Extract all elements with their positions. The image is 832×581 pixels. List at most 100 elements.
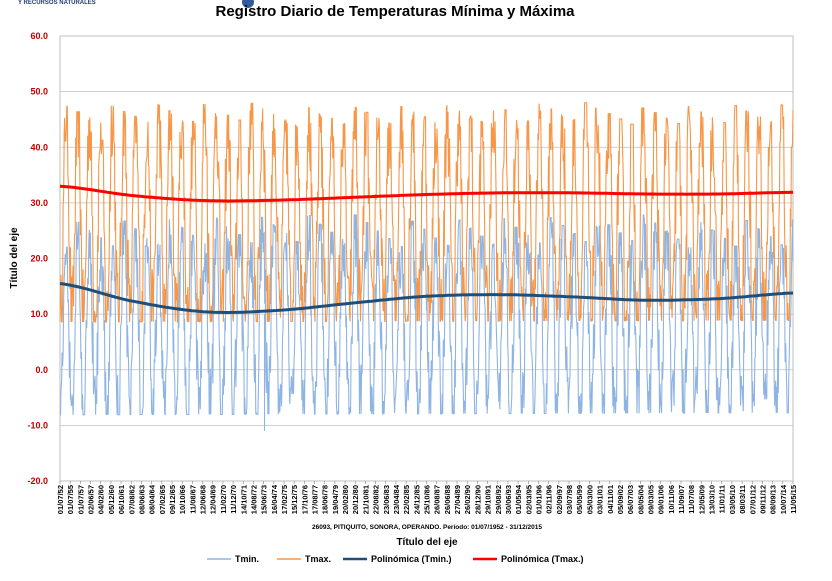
chart-title: Registro Diario de Temperaturas Mínima y…	[216, 3, 576, 20]
x-tick-label: 22/02/85	[402, 485, 411, 514]
x-tick-label: 02/11/96	[545, 485, 554, 514]
chart-subtitle: 26093, PITIQUITO, SONORA, OPERANDO. Perí…	[312, 524, 542, 531]
x-tick-label: 17/10/76	[300, 485, 309, 514]
x-axis-ticks: 01/07/52 01/07/55 01/07/57 02/06/57 04/02/60…	[56, 481, 798, 514]
y-tick-label: 30.0	[30, 198, 48, 208]
x-tick-label: 05/12/60	[107, 485, 116, 514]
legend-label: Polinómica (Tmax.)	[501, 554, 584, 564]
y-tick-label: 20.0	[30, 254, 48, 264]
x-tick-label: 01/07/57	[76, 485, 85, 514]
y-tick-label: -10.0	[27, 420, 48, 430]
series-tmin	[59, 214, 794, 431]
y-tick-label: 0.0	[35, 365, 48, 375]
x-tick-label: 10/10/66	[178, 485, 187, 514]
x-axis-title: Título del eje	[396, 537, 458, 548]
y-axis-title: Título del eje	[9, 227, 20, 289]
x-tick-label: 08/04/64	[148, 484, 157, 514]
x-tick-label: 15/12/75	[290, 485, 299, 514]
y-axis-ticks: 60.0 50.0 40.0 30.0 20.0 10.0 0.0 -10.0 -20.0	[27, 31, 48, 486]
legend-label: Tmin.	[235, 554, 259, 564]
x-tick-label: 06/07/03	[626, 485, 635, 514]
emblem-icon	[242, 0, 254, 8]
x-tick-label: 21/10/81	[361, 485, 370, 514]
y-tick-label: 40.0	[30, 142, 48, 152]
x-tick-label: 05/05/99	[575, 485, 584, 514]
x-tick-label: 02/03/95	[524, 485, 533, 514]
x-tick-label: 03/01/01	[596, 485, 605, 514]
x-tick-label: 03/07/98	[565, 485, 574, 514]
x-tick-label: 07/08/62	[127, 485, 136, 514]
y-tick-label: -20.0	[27, 476, 48, 486]
x-tick-label: 01/01/96	[535, 485, 544, 514]
x-tick-label: 07/02/65	[158, 485, 167, 514]
x-tick-label: 01/07/52	[56, 485, 65, 514]
x-tick-label: 06/10/61	[117, 485, 126, 514]
x-tick-label: 09/03/05	[647, 485, 656, 514]
x-tick-label: 05/09/02	[616, 485, 625, 514]
x-tick-label: 11/07/08	[687, 485, 696, 514]
tmin-trendline	[59, 282, 794, 314]
x-tick-label: 12/05/09	[697, 485, 706, 514]
legend: Tmin. Tmax. Polinómica (Tmin.) Polinómica (…	[207, 554, 584, 564]
x-tick-label: 29/08/92	[494, 485, 503, 514]
legend-label: Tmax.	[305, 554, 331, 564]
x-tick-label: 17/02/75	[280, 485, 289, 514]
x-tick-label: 28/12/90	[473, 485, 482, 514]
y-tick-label: 60.0	[30, 31, 48, 41]
x-tick-label: 01/05/94	[514, 484, 523, 514]
x-tick-label: 08/05/04	[636, 484, 645, 514]
x-tick-label: 24/12/85	[412, 485, 421, 514]
x-tick-label: 08/09/13	[769, 485, 778, 514]
x-tick-label: 10/11/06	[667, 485, 676, 514]
x-tick-label: 11/09/07	[677, 485, 686, 514]
x-tick-label: 04/11/01	[606, 485, 615, 514]
x-tick-label: 07/01/12	[748, 485, 757, 514]
x-tick-label: 19/04/79	[331, 485, 340, 514]
tmax-trendline	[59, 184, 794, 203]
x-tick-label: 03/05/10	[728, 485, 737, 514]
trendlines	[59, 184, 794, 314]
legend-label: Polinómica (Tmin.)	[371, 554, 452, 564]
x-tick-label: 02/06/57	[87, 485, 96, 514]
x-tick-label: 27/04/89	[453, 485, 462, 514]
x-tick-label: 11/05/15	[789, 485, 798, 514]
x-tick-label: 23/04/84	[392, 484, 401, 514]
x-tick-label: 11/12/70	[229, 485, 238, 514]
tmin-series-line	[59, 214, 794, 416]
x-tick-label: 20/12/80	[351, 485, 360, 514]
agency-name-text: Y RECURSOS NATURALES	[18, 0, 96, 6]
tmax-series-line	[59, 102, 794, 324]
x-tick-label: 18/06/78	[321, 485, 330, 514]
x-tick-label: 02/09/97	[555, 485, 564, 514]
x-tick-label: 13/03/10	[708, 485, 717, 514]
x-tick-label: 26/02/90	[463, 485, 472, 514]
x-tick-label: 22/08/82	[372, 485, 381, 514]
x-tick-label: 11/02/70	[219, 485, 228, 514]
x-tick-label: 08/03/11	[738, 485, 747, 514]
x-tick-label: 23/06/83	[382, 485, 391, 514]
x-tick-label: 11/08/67	[188, 485, 197, 514]
x-tick-label: 26/06/88	[443, 485, 452, 514]
x-tick-label: 08/06/63	[137, 485, 146, 514]
x-tick-label: 17/08/77	[311, 485, 320, 514]
x-tick-label: 04/02/60	[97, 485, 106, 514]
x-tick-label: 30/06/93	[504, 485, 513, 514]
x-tick-label: 14/08/72	[249, 485, 258, 514]
x-tick-label: 29/10/91	[484, 485, 493, 514]
x-tick-label: 01/07/55	[66, 485, 75, 514]
x-tick-label: 20/02/80	[341, 485, 350, 514]
agency-logo: Y RECURSOS NATURALES	[0, 0, 254, 8]
x-tick-label: 12/04/69	[209, 485, 218, 514]
series-tmax	[59, 102, 794, 324]
x-tick-label: 15/06/73	[260, 485, 269, 514]
x-tick-label: 09/12/65	[168, 485, 177, 514]
x-tick-label: 11/01/11	[718, 485, 727, 513]
x-tick-label: 12/06/68	[199, 485, 208, 514]
y-tick-label: 10.0	[30, 309, 48, 319]
x-tick-label: 16/04/74	[270, 484, 279, 514]
x-tick-label: 10/07/14	[779, 484, 788, 514]
x-tick-label: 09/11/12	[759, 485, 768, 514]
x-tick-label: 05/03/00	[585, 485, 594, 514]
x-tick-label: 09/01/06	[657, 485, 666, 514]
